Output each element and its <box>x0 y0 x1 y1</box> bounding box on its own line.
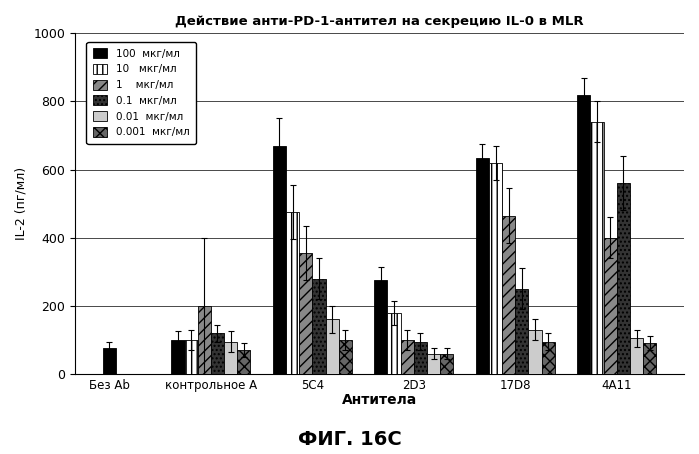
Bar <box>387 313 401 374</box>
Bar <box>515 289 528 374</box>
Bar <box>643 343 656 374</box>
Bar <box>171 340 185 374</box>
Bar <box>440 354 454 374</box>
Bar <box>312 279 326 374</box>
Title: Действие анти-PD-1-антител на секрецию IL-0 в MLR: Действие анти-PD-1-антител на секрецию I… <box>175 15 584 28</box>
Bar <box>374 280 387 374</box>
Bar <box>103 348 116 374</box>
X-axis label: Антитела: Антитела <box>342 393 417 407</box>
Bar <box>401 340 414 374</box>
Bar <box>603 238 617 374</box>
Bar <box>528 330 542 374</box>
Bar <box>286 212 299 374</box>
Legend: 100  мкг/мл, 10   мкг/мл, 1    мкг/мл, 0.1  мкг/мл, 0.01  мкг/мл, 0.001  мкг/мл: 100 мкг/мл, 10 мкг/мл, 1 мкг/мл, 0.1 мкг… <box>87 42 196 144</box>
Bar <box>185 340 198 374</box>
Y-axis label: IL-2 (пг/мл): IL-2 (пг/мл) <box>15 167 28 240</box>
Text: ФИГ. 16С: ФИГ. 16С <box>298 430 401 449</box>
Bar <box>427 354 440 374</box>
Bar <box>542 341 555 374</box>
Bar <box>630 338 643 374</box>
Bar <box>299 253 312 374</box>
Bar <box>198 306 211 374</box>
Bar <box>591 122 603 374</box>
Bar <box>476 158 489 374</box>
Bar <box>577 94 591 374</box>
Bar <box>326 320 339 374</box>
Bar <box>617 183 630 374</box>
Bar <box>273 146 286 374</box>
Bar <box>237 350 250 374</box>
Bar <box>502 216 515 374</box>
Bar <box>489 163 502 374</box>
Bar <box>339 340 352 374</box>
Bar <box>414 341 427 374</box>
Bar <box>224 341 237 374</box>
Bar <box>211 333 224 374</box>
